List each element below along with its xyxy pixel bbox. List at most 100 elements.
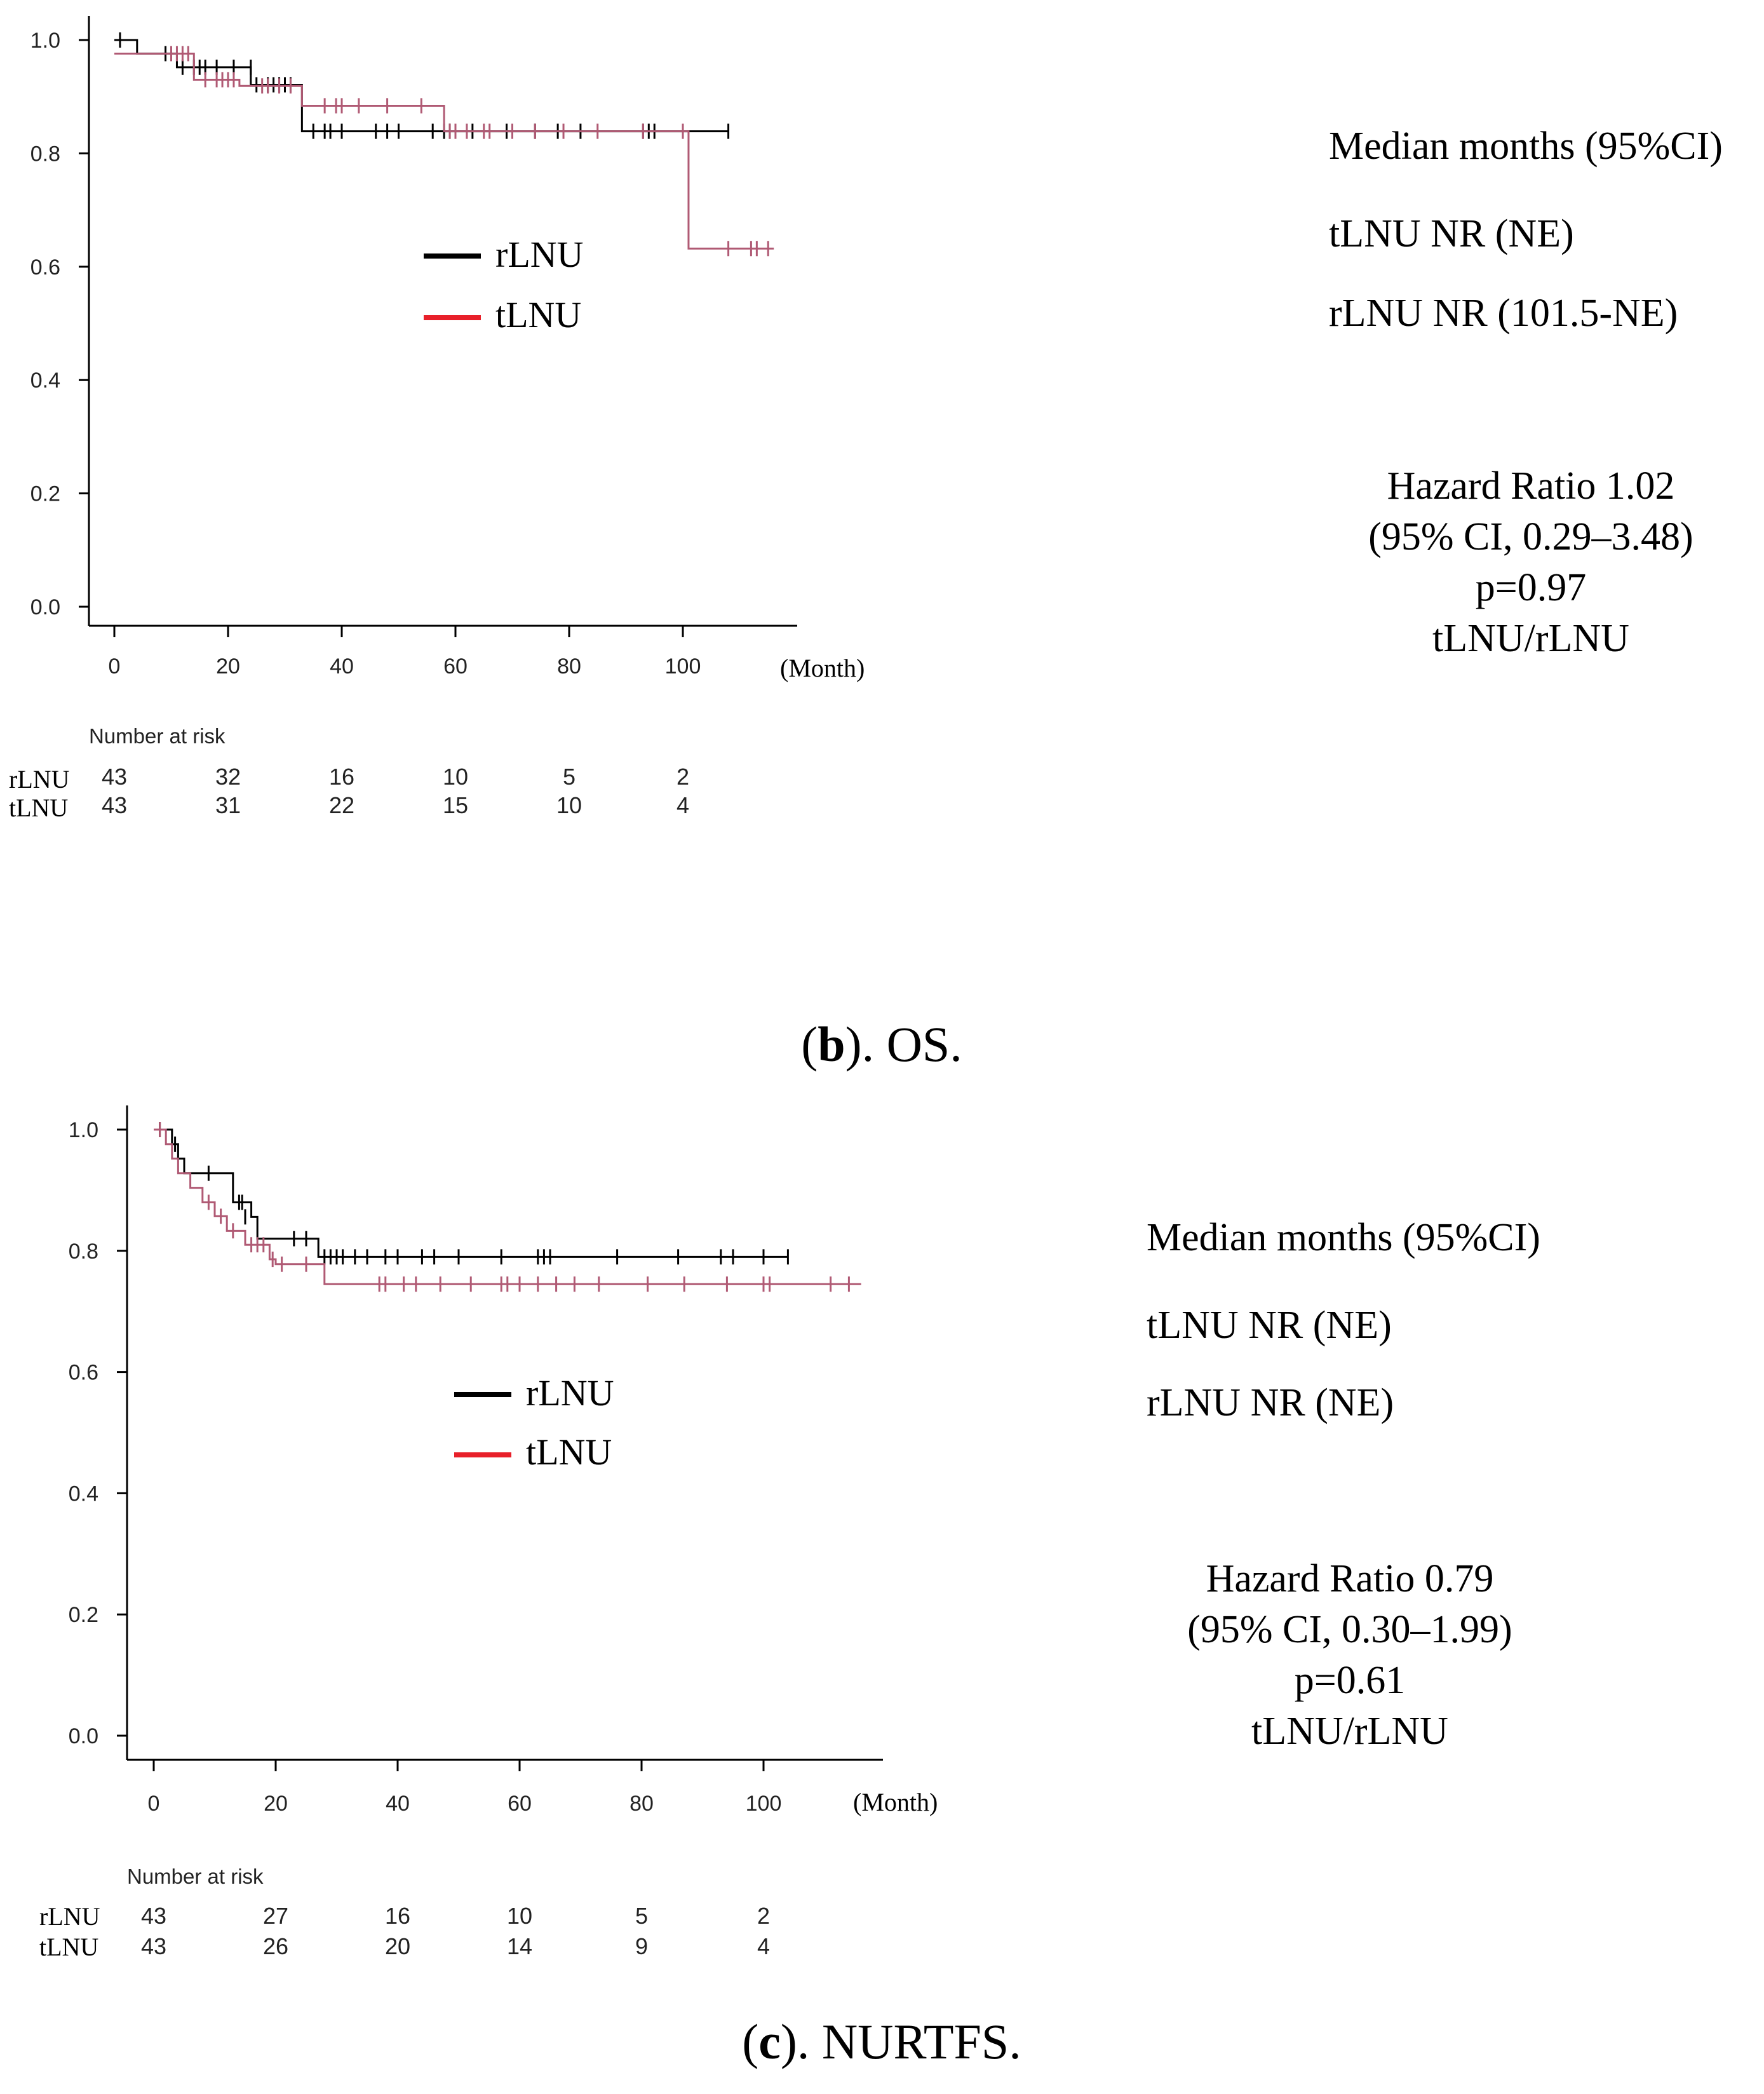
nurtfs-x-tick-label: 20 xyxy=(264,1792,288,1816)
os-plot-area: 0.0 0.2 0.4 0.6 0.8 1.0 0 20 40 60 80 100 xyxy=(30,16,797,679)
nurtfs-median-title: Median months (95%CI) xyxy=(1147,1216,1540,1259)
nurtfs-risk-value-rlnu: 2 xyxy=(757,1903,770,1929)
nurtfs-caption-text: ). NURTFS. xyxy=(781,2014,1021,2069)
os-curve-tlnu xyxy=(114,52,774,250)
os-legend: rLNU tLNU xyxy=(424,234,584,335)
nurtfs-risk-value-tlnu: 9 xyxy=(635,1933,648,1959)
nurtfs-risk-value-tlnu: 14 xyxy=(507,1933,532,1959)
os-legend-label-tlnu: tLNU xyxy=(495,294,581,335)
nurtfs-risk-value-rlnu: 10 xyxy=(507,1903,532,1929)
nurtfs-risk-value-tlnu: 26 xyxy=(263,1933,288,1959)
nurtfs-risk-value-rlnu: 5 xyxy=(635,1903,648,1929)
nurtfs-risk-value-tlnu: 43 xyxy=(141,1933,166,1959)
nurtfs-risk-value-rlnu: 16 xyxy=(385,1903,410,1929)
nurtfs-curve-tlnu xyxy=(154,1128,861,1285)
os-risk-value-rlnu: 2 xyxy=(677,764,689,790)
nurtfs-hazard-ci: (95% CI, 0.30–1.99) xyxy=(1187,1608,1512,1651)
os-risk-row-label-tlnu: tLNU xyxy=(9,794,68,822)
os-risk-value-rlnu: 16 xyxy=(329,764,354,790)
nurtfs-caption-open: ( xyxy=(742,2014,758,2069)
nurtfs-risk-row-label-tlnu: tLNU xyxy=(39,1933,98,1961)
panel-nurtfs: 0.00.20.40.60.81.0 0 20 40 60 80 100 (Month) … xyxy=(39,1105,1540,2069)
os-x-axis-label: (Month) xyxy=(780,654,865,682)
nurtfs-x-tick-label: 0 xyxy=(148,1792,160,1816)
os-hazard-ratio: Hazard Ratio 1.02 xyxy=(1387,464,1675,508)
nurtfs-x-tick-label: 40 xyxy=(386,1792,410,1816)
os-risk-value-tlnu: 4 xyxy=(677,792,689,818)
os-y-tick-label: 0.4 xyxy=(30,368,60,393)
os-risk-value-tlnu: 10 xyxy=(556,792,582,818)
os-y-tick-label: 0.8 xyxy=(30,142,60,166)
nurtfs-plot-area: 0.0 0.2 0.4 0.6 0.8 1.0 0 20 40 60 80 100 xyxy=(69,1105,883,1816)
os-caption-open: ( xyxy=(801,1017,818,1072)
nurtfs-hr-comparison: tLNU/rLNU xyxy=(1251,1710,1448,1753)
os-risk-value-rlnu: 5 xyxy=(563,764,576,790)
os-risk-value-tlnu: 15 xyxy=(443,792,468,818)
nurtfs-risk-value-rlnu: 27 xyxy=(263,1903,288,1929)
nurtfs-p-value: p=0.61 xyxy=(1295,1659,1405,1702)
nurtfs-legend-label-tlnu: tLNU xyxy=(526,1431,612,1473)
nurtfs-risk-value-rlnu: 43 xyxy=(141,1903,166,1929)
os-x-tick-label: 0 xyxy=(109,654,121,679)
nurtfs-x-tick-label: 60 xyxy=(508,1792,532,1816)
nurtfs-risk-table: Number at risk rLNU tLNU 43 27 16 10 5 2 43 26 2… xyxy=(39,1865,770,1961)
nurtfs-y-tick-label: 0.6 xyxy=(69,1361,98,1385)
nurtfs-x-tick-label: 80 xyxy=(630,1792,654,1816)
os-stats: Median months (95%CI) tLNU NR (NE) rLNU … xyxy=(1329,125,1723,660)
os-caption: (b). OS. xyxy=(801,1017,962,1072)
os-caption-text: ). OS. xyxy=(845,1017,962,1072)
nurtfs-y-tick-label: 0.4 xyxy=(69,1482,98,1506)
nurtfs-risk-title: Number at risk xyxy=(127,1865,264,1888)
nurtfs-legend-label-rlnu: rLNU xyxy=(526,1372,614,1414)
os-legend-label-rlnu: rLNU xyxy=(495,234,584,275)
os-x-tick-label: 20 xyxy=(216,654,240,679)
nurtfs-risk-value-tlnu: 20 xyxy=(385,1933,410,1959)
os-x-tick-label: 100 xyxy=(665,654,701,679)
nurtfs-y-tick-label: 0.8 xyxy=(69,1240,98,1264)
panel-os: 0.00.20.40.60.81.0 0 20 40 60 80 100 (Month) … xyxy=(9,16,1723,1072)
nurtfs-hazard-ratio: Hazard Ratio 0.79 xyxy=(1206,1557,1494,1600)
nurtfs-y-tick-label: 1.0 xyxy=(69,1118,98,1142)
nurtfs-y-tick-label: 0.2 xyxy=(69,1603,98,1627)
nurtfs-caption-letter: c xyxy=(758,2014,781,2069)
os-curve-rlnu xyxy=(114,39,729,133)
os-risk-table: Number at risk rLNU tLNU 43 32 16 10 5 243 31 2… xyxy=(9,724,689,822)
os-risk-value-rlnu: 10 xyxy=(443,764,468,790)
os-risk-title: Number at risk xyxy=(89,724,226,748)
nurtfs-legend: rLNU tLNU xyxy=(454,1372,614,1473)
nurtfs-y-tick-label: 0.0 xyxy=(69,1724,98,1748)
nurtfs-risk-value-tlnu: 4 xyxy=(757,1933,770,1959)
nurtfs-curves xyxy=(154,1122,861,1292)
os-caption-letter: b xyxy=(818,1017,845,1072)
nurtfs-risk-row-label-rlnu: rLNU xyxy=(39,1902,100,1931)
os-risk-value-rlnu: 32 xyxy=(215,764,241,790)
os-risk-value-tlnu: 43 xyxy=(102,792,127,818)
os-x-tick-label: 60 xyxy=(443,654,468,679)
os-x-ticks: 0 20 40 60 80 100 xyxy=(109,626,701,679)
os-hazard-ci: (95% CI, 0.29–3.48) xyxy=(1368,515,1693,558)
nurtfs-stats: Median months (95%CI) tLNU NR (NE) rLNU … xyxy=(1147,1216,1540,1753)
nurtfs-y-ticks: 0.0 0.2 0.4 0.6 0.8 1.0 xyxy=(69,1118,127,1748)
os-risk-value-rlnu: 43 xyxy=(102,764,127,790)
nurtfs-median-tlnu: tLNU NR (NE) xyxy=(1147,1304,1392,1347)
os-risk-value-tlnu: 31 xyxy=(215,792,241,818)
os-curves xyxy=(114,32,774,257)
os-y-tick-label: 1.0 xyxy=(30,29,60,53)
os-risk-row-label-rlnu: rLNU xyxy=(9,765,70,794)
os-risk-value-tlnu: 22 xyxy=(329,792,354,818)
os-x-tick-label: 40 xyxy=(330,654,354,679)
nurtfs-risk-values: 43 27 16 10 5 2 43 26 20 14 9 4 xyxy=(141,1903,770,1959)
nurtfs-median-rlnu: rLNU NR (NE) xyxy=(1147,1381,1394,1424)
nurtfs-x-axis-label: (Month) xyxy=(853,1788,938,1816)
nurtfs-x-tick-label: 100 xyxy=(746,1792,782,1816)
os-p-value: p=0.97 xyxy=(1476,566,1586,609)
os-risk-values: 43 32 16 10 5 243 31 22 15 10 4 xyxy=(102,764,689,818)
os-y-tick-label: 0.0 xyxy=(30,595,60,619)
os-y-tick-label: 0.6 xyxy=(30,255,60,280)
os-y-ticks: 0.0 0.2 0.4 0.6 0.8 1.0 xyxy=(30,29,89,619)
nurtfs-x-ticks: 0 20 40 60 80 100 xyxy=(148,1760,782,1816)
os-hr-comparison: tLNU/rLNU xyxy=(1432,617,1629,660)
os-x-tick-label: 80 xyxy=(557,654,581,679)
